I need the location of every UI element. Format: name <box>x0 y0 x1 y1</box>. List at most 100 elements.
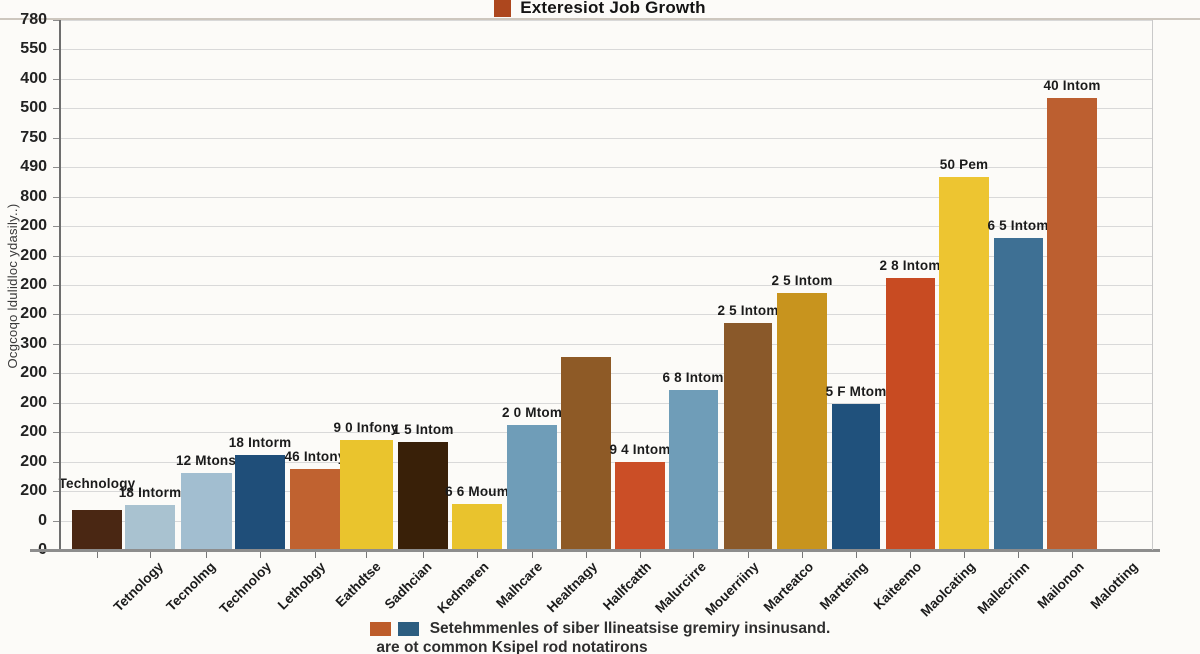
gridline <box>61 167 1153 169</box>
x-category-label: Tetnology <box>110 559 166 615</box>
y-tick-label: 400 <box>20 69 47 87</box>
x-category-label: Marteatco <box>760 559 817 615</box>
x-tick-mark <box>748 552 749 558</box>
y-tick-mark <box>53 461 59 463</box>
x-tick-mark <box>586 552 587 558</box>
y-tick-mark <box>53 491 59 493</box>
x-tick-mark <box>964 552 965 558</box>
x-category-label: Malotting <box>1087 559 1141 613</box>
x-category-label: Lethobgy <box>275 559 329 613</box>
bar <box>235 455 285 550</box>
bar <box>290 469 340 550</box>
x-category-label: Malurcirre <box>651 559 709 616</box>
y-tick-label: 200 <box>20 452 47 470</box>
y-tick-mark <box>53 373 59 375</box>
bar-value-label: 2 5 Intom <box>717 303 779 318</box>
x-category-label: Healtnagy <box>544 559 601 616</box>
gridline <box>61 285 1153 286</box>
y-tick-label: 200 <box>20 423 47 441</box>
y-tick-label: 0 <box>38 511 47 529</box>
bar <box>398 442 448 550</box>
y-tick-label: 200 <box>20 364 47 382</box>
legend-line2: are ot common Ksipel rod notatirons <box>376 639 648 654</box>
bar <box>452 504 502 550</box>
y-tick-label: 200 <box>20 305 47 323</box>
y-tick-mark <box>53 432 59 434</box>
bar-value-label: 2 0 Mtom <box>501 405 563 420</box>
x-category-label: Kedmaren <box>434 559 492 617</box>
x-tick-mark <box>423 552 424 558</box>
gridline <box>61 226 1153 228</box>
y-tick-mark <box>53 343 59 345</box>
chart-title: Exteresiot Job Growth <box>520 0 706 17</box>
right-spine <box>1152 20 1153 550</box>
x-category-label: Tecnolmg <box>163 559 219 614</box>
y-tick-label: 780 <box>20 11 47 28</box>
x-category-label: Maolcating <box>918 559 979 620</box>
legend-swatch-blue-icon <box>397 622 419 636</box>
x-tick-mark <box>1018 552 1019 558</box>
x-tick-mark <box>97 552 98 558</box>
y-tick-label: 200 <box>20 393 47 411</box>
bar-value-label: 9 0 Infony <box>333 420 399 435</box>
top-divider <box>0 18 1200 20</box>
gridline <box>61 255 1153 257</box>
x-category-label: Mallecrinn <box>974 559 1033 617</box>
bar <box>724 323 772 550</box>
bar <box>1047 98 1097 550</box>
x-tick-mark <box>532 552 533 558</box>
x-category-label: Mailonon <box>1034 559 1087 612</box>
y-tick-label: 800 <box>20 187 47 205</box>
y-tick-mark <box>53 520 59 522</box>
x-tick-mark <box>477 552 478 558</box>
bar-value-label: 2 8 Intom <box>879 258 941 273</box>
y-tick-mark <box>53 285 59 286</box>
bar-value-label: 5 F Mtom <box>825 384 887 399</box>
bar-value-label: 50 Pem <box>939 157 989 172</box>
x-tick-mark <box>693 552 694 558</box>
bar-value-label: 40 Intom <box>1043 78 1101 93</box>
y-tick-label: 200 <box>20 217 47 235</box>
bar-value-label: 9 4 Intom <box>609 442 671 457</box>
x-category-label: Mouerriiny <box>702 559 762 619</box>
bar <box>668 390 718 550</box>
gridline <box>61 78 1153 80</box>
bottom-legend: Setehmmenles of siber llineatsise gremir… <box>0 620 1200 638</box>
y-tick-label: 200 <box>20 246 47 264</box>
x-tick-mark <box>802 552 803 558</box>
y-tick-mark <box>53 255 59 257</box>
x-category-label: Malhcare <box>493 559 546 611</box>
y-tick-label: 490 <box>20 158 47 176</box>
y-tick-label: 300 <box>20 334 47 352</box>
bar-value-label: 6 8 Intom <box>662 370 724 385</box>
x-tick-mark <box>366 552 367 558</box>
legend-swatch-orange-icon <box>369 622 391 636</box>
x-tick-mark <box>206 552 207 558</box>
y-tick-mark <box>53 196 59 198</box>
x-tick-mark <box>315 552 316 558</box>
bar-value-label: 6 6 Moum <box>445 484 509 499</box>
y-tick-mark <box>53 402 59 404</box>
y-tick-mark <box>53 314 59 316</box>
y-tick-mark <box>53 78 59 80</box>
bar <box>939 177 989 550</box>
x-tick-mark <box>260 552 261 558</box>
bar <box>561 357 611 550</box>
bar <box>832 404 880 550</box>
x-category-label: Martteing <box>817 559 871 613</box>
y-tick-mark <box>53 49 59 51</box>
x-category-label: Hallfcatth <box>600 559 655 614</box>
y-axis-spine <box>59 20 61 551</box>
bar <box>507 425 557 550</box>
x-category-label: Eathdtse <box>332 559 384 610</box>
gridline <box>61 343 1153 345</box>
bar-value-label: 18 Intorm <box>228 435 292 450</box>
bar <box>180 473 232 550</box>
x-category-label: Kaiteemo <box>871 559 925 613</box>
x-category-label: Technoloy <box>216 559 275 617</box>
bar-value-label: 2 5 Intom <box>771 273 833 288</box>
y-tick-label: 500 <box>20 99 47 117</box>
chart-title-legend: Exteresiot Job Growth <box>0 0 1200 18</box>
x-tick-mark <box>856 552 857 558</box>
